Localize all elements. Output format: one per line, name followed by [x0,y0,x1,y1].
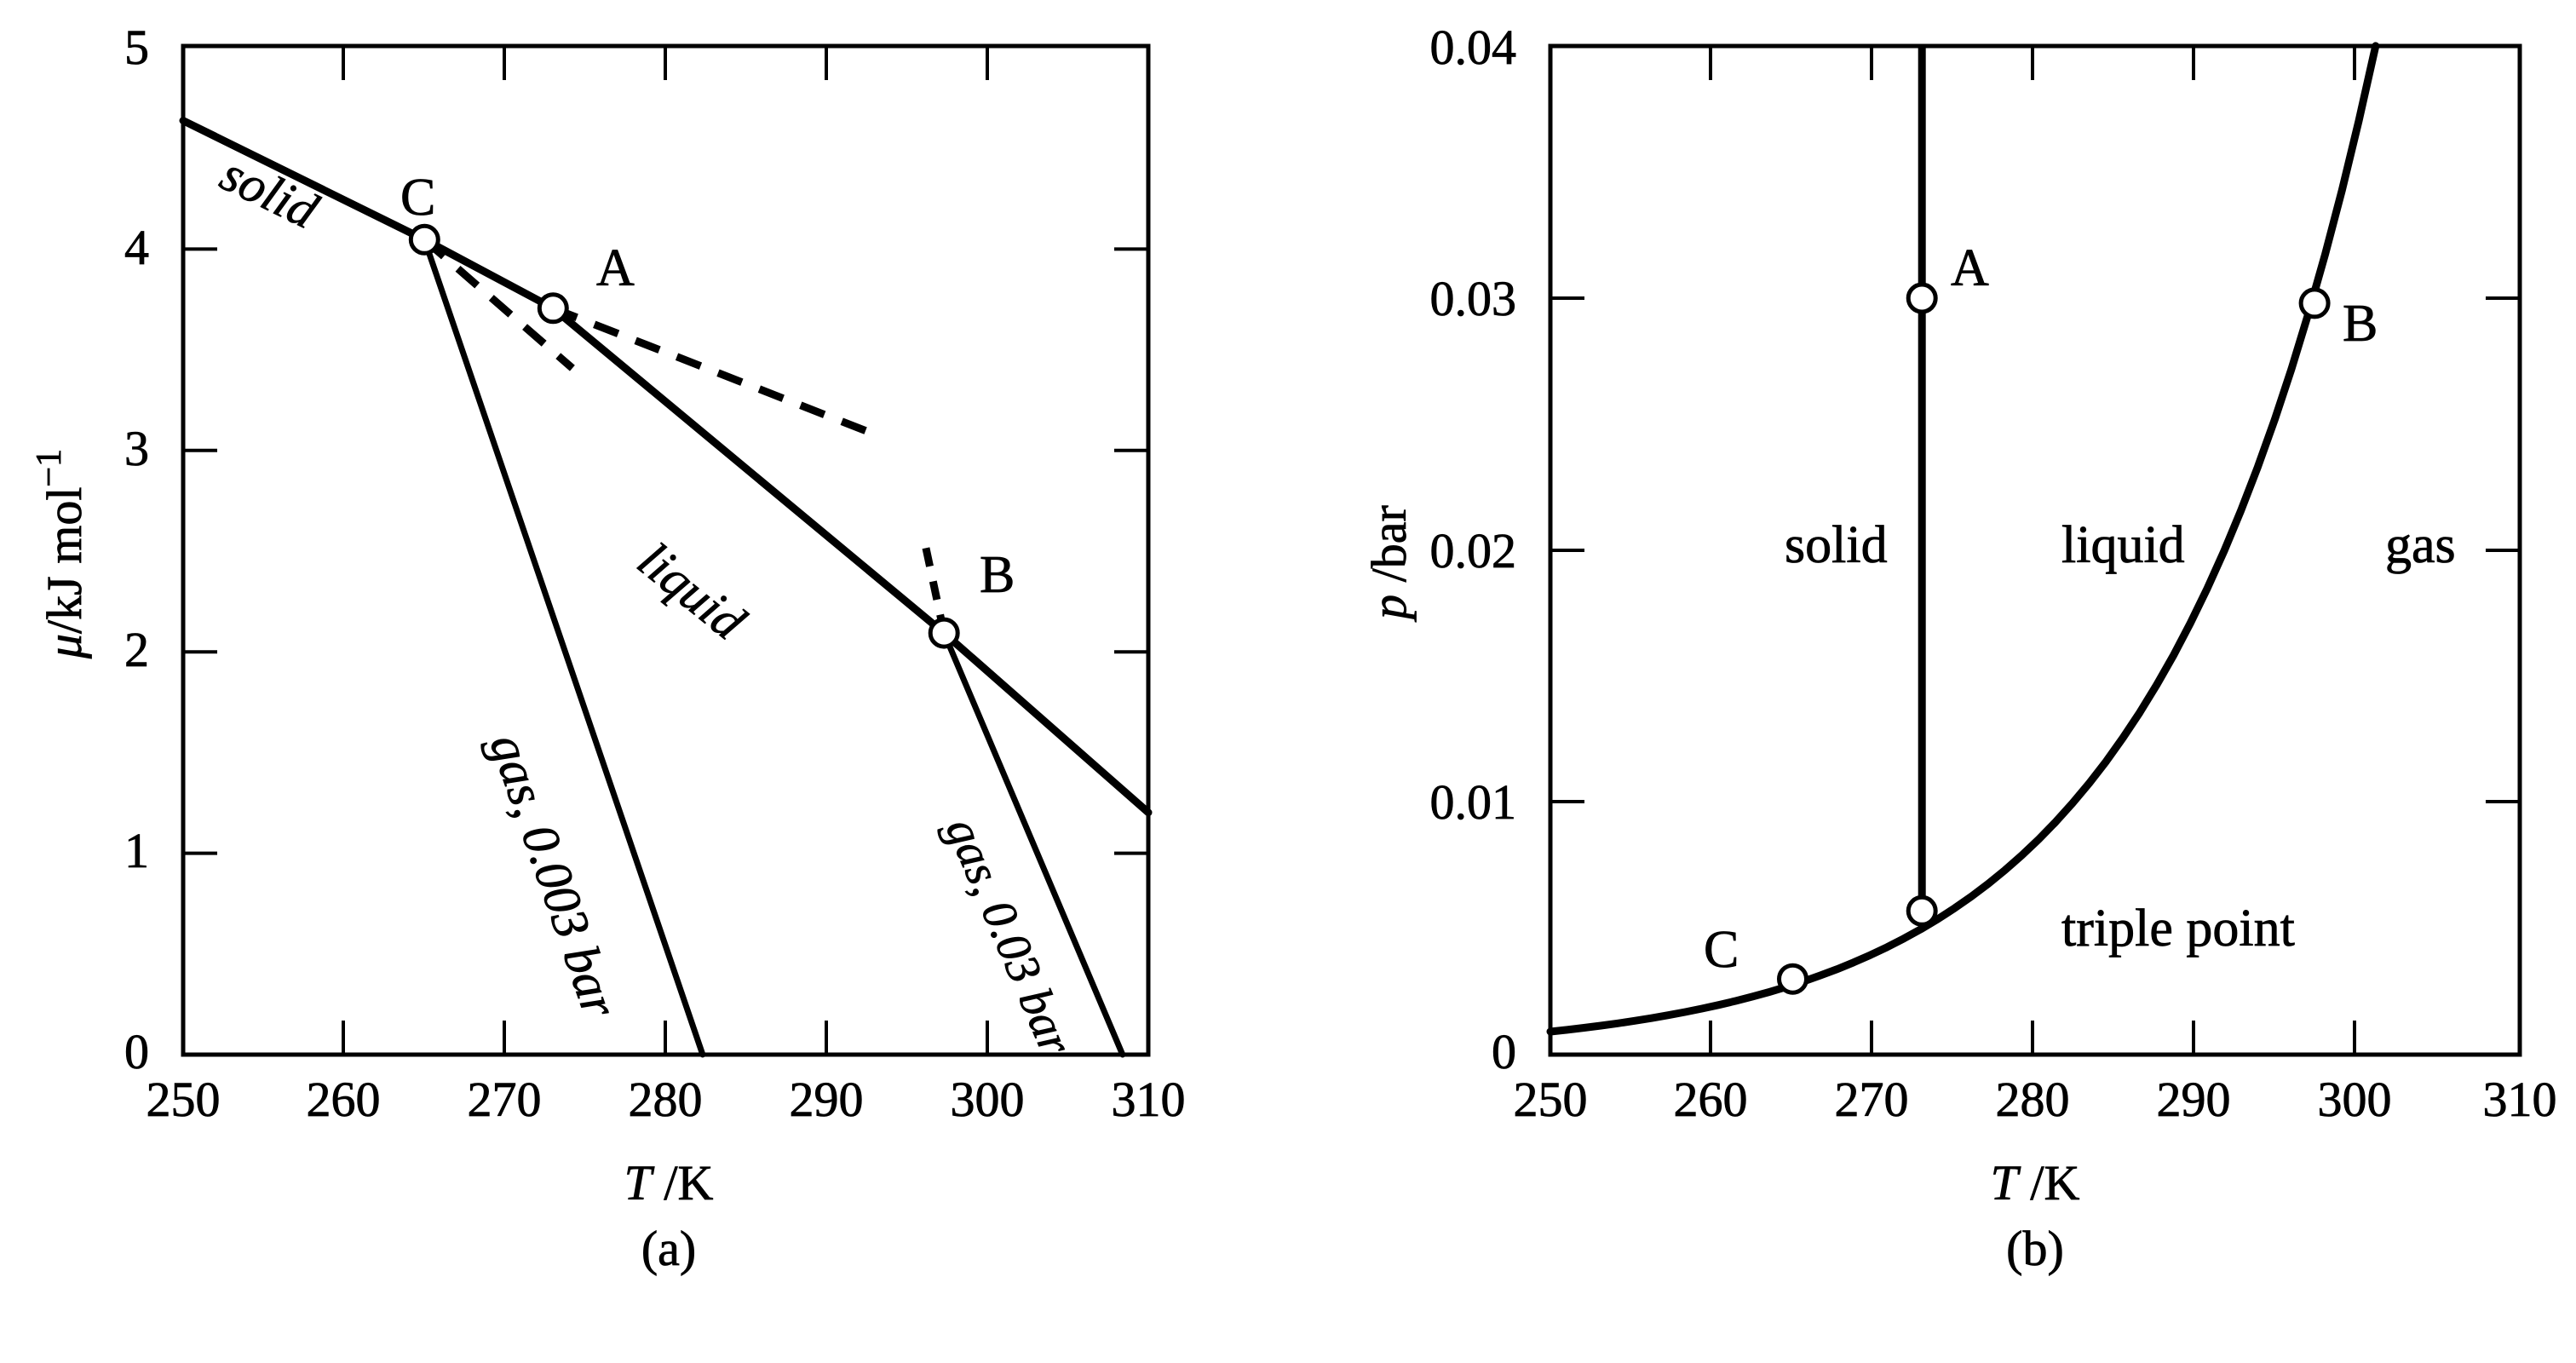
svg-text:0.02: 0.02 [1430,523,1517,578]
svg-text:1: 1 [124,823,149,878]
svg-text:triple point: triple point [2061,900,2295,958]
svg-text:liquid: liquid [2061,516,2185,574]
svg-text:T /K: T /K [1991,1155,2080,1211]
svg-text:solid: solid [1785,516,1888,574]
svg-text:B: B [980,546,1015,604]
svg-text:C: C [1704,921,1739,979]
svg-text:290: 290 [2157,1072,2231,1127]
svg-text:A: A [596,239,635,297]
svg-text:0.01: 0.01 [1430,774,1517,830]
svg-text:250: 250 [1514,1072,1588,1127]
svg-text:2: 2 [124,622,149,677]
svg-text:270: 270 [1835,1072,1909,1127]
svg-text:T /K: T /K [624,1155,714,1211]
svg-text:300: 300 [2318,1072,2392,1127]
svg-text:310: 310 [1112,1072,1186,1127]
svg-text:260: 260 [307,1072,381,1127]
svg-text:5: 5 [124,20,149,75]
svg-text:3: 3 [124,421,149,476]
svg-text:260: 260 [1674,1072,1748,1127]
svg-text:270: 270 [468,1072,542,1127]
svg-text:A: A [1951,239,1989,297]
svg-text:(b): (b) [2006,1221,2064,1276]
svg-text:gas: gas [2385,516,2456,574]
svg-text:0.04: 0.04 [1430,20,1517,75]
svg-text:310: 310 [2483,1072,2557,1127]
svg-text:280: 280 [629,1072,703,1127]
svg-text:C: C [400,169,435,227]
svg-text:300: 300 [951,1072,1025,1127]
svg-text:280: 280 [1996,1072,2070,1127]
svg-text:0.03: 0.03 [1430,271,1517,326]
svg-text:p /bar: p /bar [1361,505,1417,623]
svg-text:290: 290 [790,1072,864,1127]
svg-text:(a): (a) [641,1221,696,1276]
svg-text:250: 250 [147,1072,221,1127]
svg-text:B: B [2343,295,2378,353]
svg-text:4: 4 [124,220,149,275]
